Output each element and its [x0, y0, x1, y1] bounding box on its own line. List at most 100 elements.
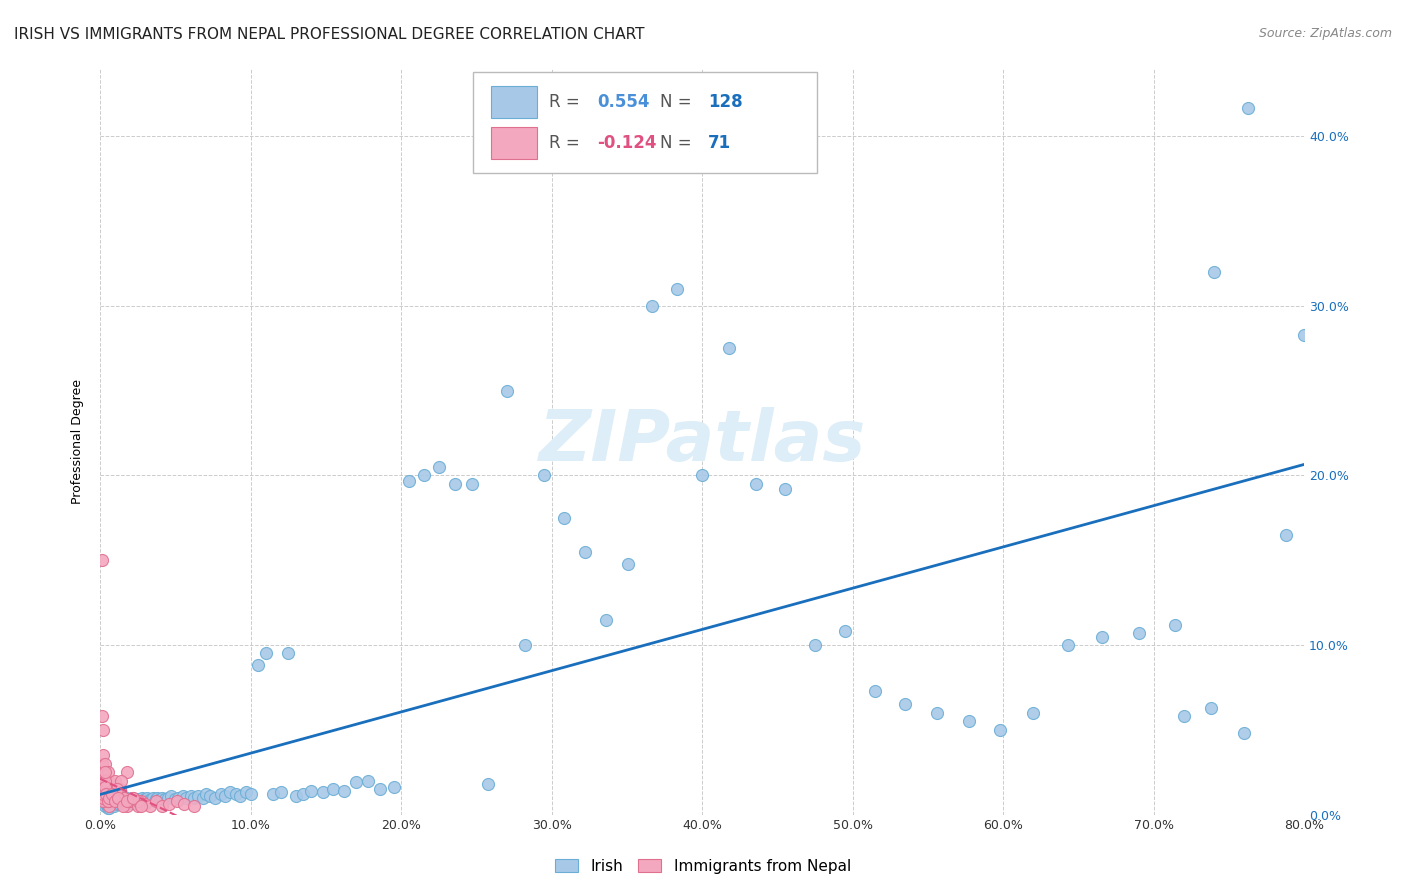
Point [104, 782, 127, 797]
Point [93, 782, 115, 797]
Point [104, 796, 127, 810]
Text: R =: R = [550, 134, 585, 152]
Point [118, 796, 141, 810]
Point [105, 794, 128, 808]
Point [553, 511, 575, 525]
Point [91, 765, 114, 780]
Point [117, 790, 139, 805]
Point [96, 790, 118, 805]
Point [1275, 528, 1298, 542]
Point [107, 790, 129, 805]
Point [209, 787, 232, 801]
Point [150, 799, 173, 814]
Point [104, 773, 127, 788]
Point [120, 792, 142, 806]
Point [284, 789, 307, 803]
Point [863, 683, 886, 698]
Point [98, 801, 121, 815]
Point [149, 792, 172, 806]
Point [105, 797, 128, 812]
Point [277, 647, 299, 661]
Point [111, 794, 134, 808]
FancyBboxPatch shape [492, 128, 537, 159]
Point [135, 790, 157, 805]
Point [122, 790, 145, 805]
Point [110, 787, 132, 801]
Point [91, 794, 114, 808]
Point [103, 790, 125, 805]
Point [834, 624, 856, 639]
Point [194, 787, 217, 801]
Point [1199, 700, 1222, 714]
Point [218, 785, 240, 799]
Point [141, 792, 163, 806]
Point [368, 782, 391, 797]
Point [103, 792, 125, 806]
Point [641, 299, 664, 313]
Point [495, 384, 517, 398]
Point [156, 790, 179, 805]
Point [101, 787, 124, 801]
Point [117, 799, 139, 814]
Point [179, 789, 201, 803]
Point [134, 792, 156, 806]
Point [128, 794, 150, 808]
Point [167, 790, 190, 805]
Point [108, 782, 131, 797]
Point [344, 775, 367, 789]
Point [131, 790, 153, 805]
Point [129, 792, 152, 806]
Point [254, 647, 277, 661]
Point [120, 794, 142, 808]
Point [90, 709, 112, 723]
Point [174, 790, 197, 805]
Point [105, 787, 128, 801]
Point [1163, 617, 1185, 632]
Point [98, 794, 121, 808]
Point [172, 789, 194, 803]
Point [97, 782, 120, 797]
Point [1128, 626, 1150, 640]
Point [96, 787, 118, 801]
Point [477, 777, 499, 791]
Point [91, 723, 114, 737]
Point [93, 765, 115, 780]
Point [299, 784, 322, 798]
Point [214, 789, 236, 803]
Point [745, 477, 768, 491]
Point [398, 474, 420, 488]
Point [617, 557, 640, 571]
Point [98, 787, 121, 801]
Point [108, 794, 131, 808]
Point [690, 468, 713, 483]
Point [150, 790, 173, 805]
Point [444, 477, 467, 491]
Point [97, 797, 120, 812]
Point [107, 796, 129, 810]
Point [117, 794, 139, 808]
Point [183, 790, 205, 805]
Point [145, 792, 167, 806]
Point [773, 482, 796, 496]
Point [97, 787, 120, 801]
Point [247, 658, 270, 673]
Point [108, 790, 131, 805]
Point [262, 787, 284, 801]
Point [104, 794, 127, 808]
Point [1202, 265, 1225, 279]
Text: N =: N = [659, 93, 697, 111]
Point [100, 796, 122, 810]
Point [129, 799, 152, 814]
Legend: Irish, Immigrants from Nepal: Irish, Immigrants from Nepal [550, 853, 856, 880]
Point [90, 553, 112, 567]
Point [132, 794, 155, 808]
Point [96, 794, 118, 808]
Point [988, 723, 1011, 737]
Point [110, 773, 132, 788]
Y-axis label: Professional Degree: Professional Degree [72, 379, 84, 504]
Point [159, 797, 181, 812]
Point [412, 468, 434, 483]
Point [100, 782, 122, 797]
Point [101, 789, 124, 803]
Point [93, 790, 115, 805]
